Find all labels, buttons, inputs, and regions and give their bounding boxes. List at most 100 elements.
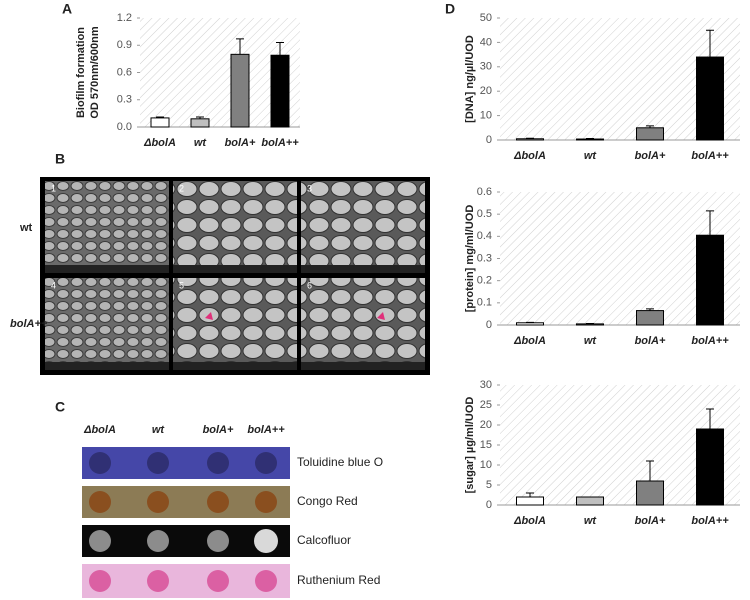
y-tick-label: 15 bbox=[480, 439, 492, 451]
colony-spot bbox=[207, 530, 229, 552]
micrograph-footer bbox=[173, 265, 297, 273]
column-label: bolA++ bbox=[247, 424, 285, 436]
y-axis-label: [protein] mg/ml/UOD bbox=[464, 205, 476, 313]
y-tick-label: 0 bbox=[486, 134, 492, 146]
x-tick-label: wt bbox=[584, 150, 598, 162]
y-tick-label: 0 bbox=[486, 319, 492, 331]
bar bbox=[696, 234, 724, 326]
colony-spot bbox=[254, 529, 278, 553]
y-tick-label: 0.6 bbox=[477, 186, 492, 198]
error-bar bbox=[646, 460, 654, 481]
arrow bbox=[205, 312, 213, 320]
y-axis-label: OD 570nm/600nm bbox=[89, 26, 101, 119]
y-tick-label: 1.2 bbox=[117, 12, 132, 24]
error-bar bbox=[646, 125, 654, 128]
bar bbox=[150, 117, 170, 128]
micrograph-footer bbox=[301, 265, 425, 273]
y-tick-label: 0.3 bbox=[477, 252, 492, 264]
panel-label: C bbox=[55, 399, 65, 415]
colony-spot bbox=[255, 452, 277, 474]
colony-spot bbox=[207, 570, 229, 592]
error-bar bbox=[526, 492, 534, 497]
error-bar bbox=[156, 116, 164, 118]
colony-spot bbox=[147, 452, 169, 474]
colony-spot bbox=[207, 452, 229, 474]
y-tick-label: 25 bbox=[480, 399, 492, 411]
x-tick-label: wt bbox=[584, 335, 598, 347]
bar bbox=[516, 322, 544, 326]
row-label: Congo Red bbox=[297, 494, 358, 508]
x-tick-label: bolA++ bbox=[691, 335, 729, 347]
error-bar bbox=[646, 308, 654, 311]
micrograph bbox=[173, 181, 297, 273]
y-tick-label: 40 bbox=[480, 36, 492, 48]
error-bar bbox=[276, 42, 284, 56]
micrograph bbox=[301, 278, 425, 370]
micrograph bbox=[45, 278, 169, 370]
bar bbox=[636, 310, 664, 326]
y-tick-label: 20 bbox=[480, 419, 492, 431]
bar bbox=[636, 480, 664, 506]
error-bar bbox=[196, 116, 204, 119]
row-label: Calcofluor bbox=[297, 533, 351, 547]
error-bar bbox=[706, 408, 714, 429]
colony-spot bbox=[89, 491, 111, 513]
x-tick-label: bolA++ bbox=[261, 137, 299, 149]
colony-spot bbox=[147, 570, 169, 592]
row-label: wt bbox=[19, 222, 33, 234]
x-tick-label: ΔbolA bbox=[513, 515, 546, 527]
x-tick-label: ΔbolA bbox=[143, 137, 176, 149]
panel-label: D bbox=[445, 1, 455, 17]
y-tick-label: 0 bbox=[486, 499, 492, 511]
x-tick-label: bolA++ bbox=[691, 515, 729, 527]
error-bar bbox=[706, 29, 714, 58]
y-tick-label: 0.0 bbox=[117, 121, 132, 133]
y-tick-label: 10 bbox=[480, 110, 492, 122]
colony-spot bbox=[207, 491, 229, 513]
bar bbox=[576, 138, 604, 141]
arrow bbox=[377, 312, 385, 320]
x-tick-label: wt bbox=[584, 515, 598, 527]
x-tick-label: ΔbolA bbox=[513, 150, 546, 162]
x-tick-label: ΔbolA bbox=[513, 335, 546, 347]
micrograph bbox=[173, 278, 297, 370]
y-tick-label: 10 bbox=[480, 459, 492, 471]
column-label: wt bbox=[152, 424, 166, 436]
bar bbox=[516, 496, 544, 506]
y-tick-label: 0.3 bbox=[117, 94, 132, 106]
colony-spot bbox=[89, 570, 111, 592]
colony-spot bbox=[147, 530, 169, 552]
y-tick-label: 0.9 bbox=[117, 39, 132, 51]
colony-spot bbox=[89, 452, 111, 474]
image-number: 4 bbox=[51, 280, 56, 290]
y-axis-label: [sugar] µg/ml/UOD bbox=[464, 397, 476, 494]
micrograph bbox=[45, 181, 169, 273]
panel-label: A bbox=[62, 1, 72, 17]
micrograph-footer bbox=[45, 362, 169, 370]
y-axis-label: Biofilm formation bbox=[75, 27, 87, 118]
micrograph-footer bbox=[45, 265, 169, 273]
error-bar bbox=[706, 210, 714, 236]
bar bbox=[636, 127, 664, 141]
y-tick-label: 0.1 bbox=[477, 297, 492, 309]
x-tick-label: bolA++ bbox=[691, 150, 729, 162]
micrograph-footer bbox=[173, 362, 297, 370]
y-tick-label: 20 bbox=[480, 85, 492, 97]
row-label: Toluidine blue O bbox=[297, 455, 383, 469]
bar bbox=[576, 323, 604, 326]
bar bbox=[230, 53, 250, 128]
y-tick-label: 0.4 bbox=[477, 230, 492, 242]
x-tick-label: bolA+ bbox=[635, 515, 666, 527]
column-label: ΔbolA bbox=[83, 424, 116, 436]
bar bbox=[516, 138, 544, 141]
row-label: Ruthenium Red bbox=[297, 573, 380, 587]
y-tick-label: 0.2 bbox=[477, 275, 492, 287]
image-number: 6 bbox=[307, 280, 312, 290]
y-tick-label: 5 bbox=[486, 479, 492, 491]
bar bbox=[576, 496, 604, 506]
x-tick-label: bolA+ bbox=[635, 150, 666, 162]
colony-spot bbox=[147, 491, 169, 513]
micrograph bbox=[301, 181, 425, 273]
error-bar bbox=[236, 38, 244, 55]
